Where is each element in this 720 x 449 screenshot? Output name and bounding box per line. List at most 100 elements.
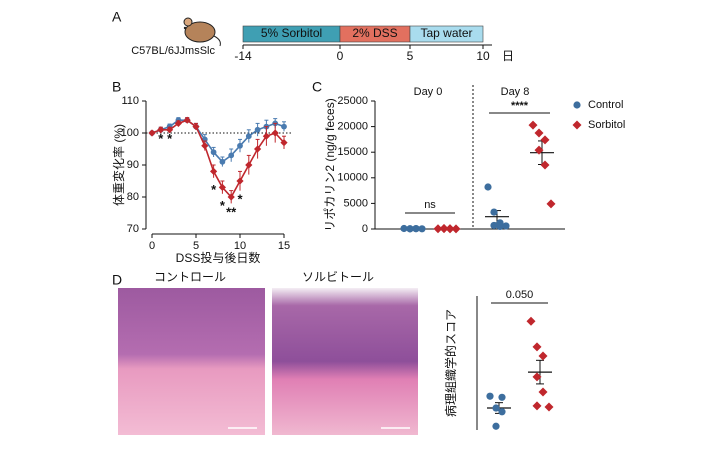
point (490, 221, 498, 230)
point (544, 402, 554, 412)
point (546, 199, 556, 209)
series-line (151, 119, 285, 199)
point (433, 224, 443, 234)
point (218, 183, 226, 191)
y-tick-label: 10000 (337, 172, 368, 184)
point (228, 152, 235, 159)
legend-label: Control (588, 99, 623, 111)
timeline-tick-label: 10 (476, 49, 490, 63)
point (526, 316, 536, 326)
segment-label: Tap water (420, 26, 472, 40)
point (451, 224, 461, 234)
point (183, 116, 191, 124)
point (538, 387, 548, 397)
point (262, 132, 270, 140)
y-axis-title: 病理組織学的スコア (443, 309, 458, 417)
point (201, 142, 209, 150)
comparison-label: 0.050 (506, 289, 534, 301)
y-tick-label: 5000 (344, 197, 368, 209)
x-axis-title: DSS投与後日数 (176, 250, 261, 265)
point (406, 225, 414, 233)
mouse-icon (183, 17, 221, 47)
strain-label: C57BL/6JJmsSlc (131, 45, 215, 57)
significance-mark: ** (226, 204, 237, 219)
panel-label: D (112, 272, 122, 288)
segment-label: 5% Sorbitol (261, 26, 322, 40)
legend-marker (572, 120, 582, 130)
panel-label: C (312, 79, 322, 95)
group-title: Day 8 (501, 86, 530, 98)
histology-image (118, 288, 265, 435)
panel-label: A (112, 9, 122, 25)
legend-label: Sorbitol (588, 119, 625, 131)
legend-marker (573, 101, 581, 109)
point (412, 225, 420, 233)
significance-mark: * (220, 198, 226, 213)
point (157, 126, 165, 134)
point (174, 119, 182, 127)
timeline-unit: 日 (502, 49, 514, 63)
significance-mark: * (167, 131, 173, 146)
point (532, 372, 542, 382)
point (492, 422, 500, 430)
group-title: Day 0 (414, 86, 443, 98)
point (528, 120, 538, 130)
segment-label: 2% DSS (352, 26, 397, 40)
x-tick-label: 5 (193, 240, 199, 252)
point (538, 351, 548, 361)
point (490, 208, 498, 216)
point (281, 123, 287, 130)
y-tick-label: 70 (127, 223, 139, 235)
point (210, 149, 217, 156)
point (210, 167, 218, 175)
point (532, 342, 542, 352)
timeline-segment (409, 25, 484, 43)
point (496, 222, 504, 231)
point (498, 408, 506, 416)
point (498, 393, 506, 401)
y-tick-label: 20000 (337, 121, 368, 133)
image-title: コントロール (154, 270, 226, 284)
point (534, 145, 544, 155)
image-title: ソルビトール (302, 270, 374, 284)
timeline-tick-label: -14 (234, 49, 252, 63)
y-tick-label: 90 (127, 159, 139, 171)
point (237, 142, 243, 149)
point (219, 158, 226, 165)
point (227, 193, 235, 201)
point (492, 404, 500, 412)
point (271, 129, 279, 137)
point (532, 401, 542, 411)
y-tick-label: 25000 (337, 95, 368, 107)
series-line (151, 119, 285, 163)
point (400, 224, 408, 233)
timeline-tick-label: 0 (337, 49, 344, 63)
x-tick-label: 0 (149, 240, 155, 252)
y-tick-label: 15000 (337, 146, 368, 158)
comparison-label: **** (511, 100, 529, 112)
point (192, 123, 200, 131)
x-tick-label: 15 (278, 240, 290, 252)
y-tick-label: 100 (121, 127, 139, 139)
point (166, 126, 174, 134)
y-axis-title: リポカリン2 (ng/g feces) (323, 98, 337, 231)
point (245, 133, 252, 140)
point (236, 177, 244, 185)
point (254, 145, 262, 153)
y-axis-title: 体重変化率 (%) (111, 124, 126, 206)
point (540, 160, 550, 170)
comparison-label: ns (424, 199, 436, 211)
y-tick-label: 80 (127, 191, 139, 203)
point (418, 225, 426, 233)
point (534, 128, 544, 138)
point (540, 135, 550, 145)
point (245, 161, 253, 169)
point (484, 183, 492, 191)
point (445, 224, 455, 234)
point (486, 392, 494, 400)
point (254, 126, 261, 133)
significance-mark: * (237, 192, 243, 207)
x-tick-label: 10 (234, 240, 246, 252)
